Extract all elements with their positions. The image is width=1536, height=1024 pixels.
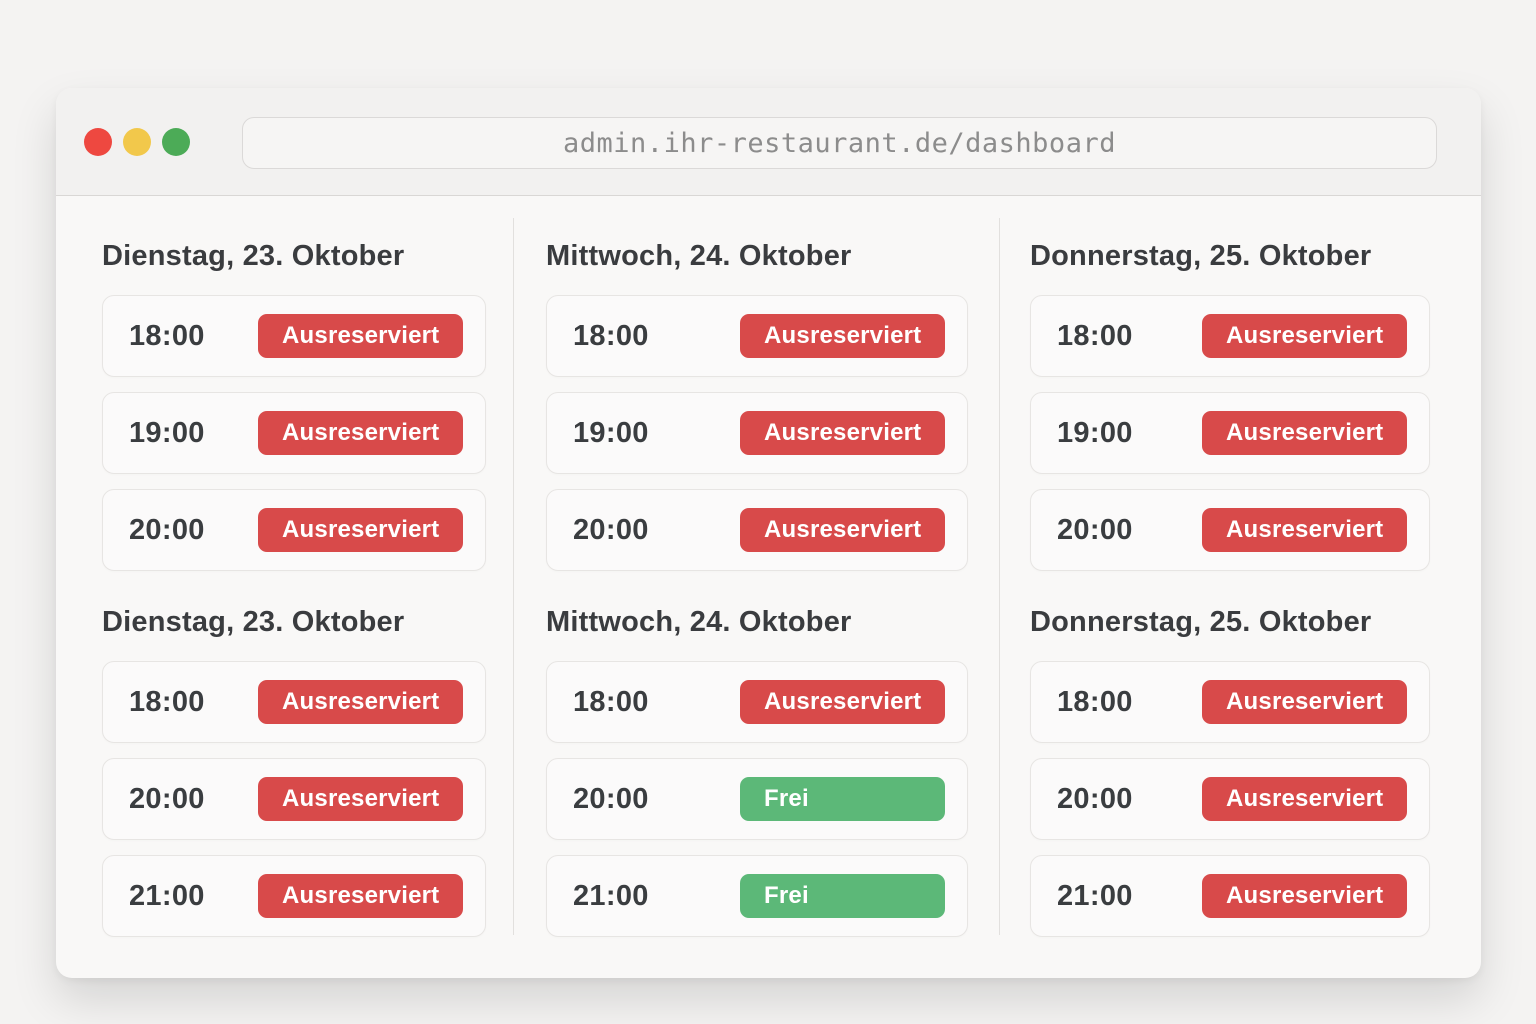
time-slot-row[interactable]: 21:00 Ausreserviert (102, 855, 486, 937)
browser-titlebar: admin.ihr-restaurant.de/dashboard (56, 88, 1481, 196)
time-slot-row[interactable]: 21:00 Frei (546, 855, 968, 937)
close-window-button[interactable] (84, 127, 112, 156)
time-slot-row[interactable]: 19:00 Ausreserviert (102, 392, 486, 474)
status-badge[interactable]: Ausreserviert (258, 314, 463, 358)
day-section: Dienstag, 23. Oktober 18:00 Ausreservier… (102, 605, 486, 937)
day-section: Dienstag, 23. Oktober 18:00 Ausreservier… (102, 239, 486, 571)
slot-time: 18:00 (1057, 685, 1133, 718)
day-heading: Dienstag, 23. Oktober (102, 240, 405, 272)
status-badge[interactable]: Ausreserviert (258, 777, 463, 821)
status-badge[interactable]: Frei (740, 874, 945, 918)
slot-time: 18:00 (573, 319, 649, 352)
time-slot-row[interactable]: 18:00 Ausreserviert (102, 295, 486, 377)
time-slot-row[interactable]: 18:00 Ausreserviert (102, 661, 486, 743)
address-bar[interactable]: admin.ihr-restaurant.de/dashboard (242, 117, 1437, 169)
status-badge[interactable]: Ausreserviert (1202, 314, 1407, 358)
status-badge[interactable]: Ausreserviert (1202, 411, 1407, 455)
time-slot-row[interactable]: 20:00 Ausreserviert (546, 489, 968, 571)
status-badge[interactable]: Ausreserviert (258, 411, 463, 455)
day-column-donnerstag: Donnerstag, 25. Oktober 18:00 Ausreservi… (999, 196, 1481, 977)
day-heading: Donnerstag, 25. Oktober (1030, 240, 1372, 272)
slot-time: 20:00 (129, 782, 205, 815)
time-slot-row[interactable]: 21:00 Ausreserviert (1030, 855, 1430, 937)
day-section: Donnerstag, 25. Oktober 18:00 Ausreservi… (1030, 239, 1430, 571)
day-section: Donnerstag, 25. Oktober 18:00 Ausreservi… (1030, 605, 1430, 937)
time-slot-row[interactable]: 19:00 Ausreserviert (1030, 392, 1430, 474)
day-column-dienstag: Dienstag, 23. Oktober 18:00 Ausreservier… (56, 196, 513, 977)
dashboard-content: Dienstag, 23. Oktober 18:00 Ausreservier… (56, 196, 1481, 977)
slot-time: 20:00 (1057, 782, 1133, 815)
traffic-lights (84, 127, 190, 156)
day-heading: Mittwoch, 24. Oktober (546, 240, 852, 272)
slot-time: 18:00 (573, 685, 649, 718)
day-heading: Mittwoch, 24. Oktober (546, 606, 852, 638)
slot-time: 20:00 (1057, 513, 1133, 546)
time-slot-row[interactable]: 19:00 Ausreserviert (546, 392, 968, 474)
slot-time: 19:00 (573, 416, 649, 449)
day-column-mittwoch: Mittwoch, 24. Oktober 18:00 Ausreservier… (513, 196, 999, 977)
status-badge[interactable]: Ausreserviert (258, 680, 463, 724)
slot-time: 21:00 (1057, 879, 1133, 912)
slot-time: 18:00 (1057, 319, 1133, 352)
status-badge[interactable]: Ausreserviert (1202, 680, 1407, 724)
time-slot-row[interactable]: 20:00 Ausreserviert (1030, 758, 1430, 840)
status-badge[interactable]: Ausreserviert (740, 508, 945, 552)
time-slot-row[interactable]: 20:00 Ausreserviert (102, 758, 486, 840)
time-slot-row[interactable]: 18:00 Ausreserviert (1030, 661, 1430, 743)
time-slot-row[interactable]: 18:00 Ausreserviert (1030, 295, 1430, 377)
status-badge[interactable]: Ausreserviert (740, 314, 945, 358)
status-badge[interactable]: Frei (740, 777, 945, 821)
slot-time: 21:00 (129, 879, 205, 912)
browser-window: admin.ihr-restaurant.de/dashboard Dienst… (56, 88, 1481, 978)
slot-time: 18:00 (129, 685, 205, 718)
day-heading: Dienstag, 23. Oktober (102, 606, 405, 638)
slot-time: 20:00 (573, 782, 649, 815)
zoom-window-button[interactable] (162, 127, 190, 156)
time-slot-row[interactable]: 20:00 Ausreserviert (1030, 489, 1430, 571)
time-slot-row[interactable]: 20:00 Ausreserviert (102, 489, 486, 571)
day-section: Mittwoch, 24. Oktober 18:00 Ausreservier… (546, 605, 968, 937)
slot-time: 19:00 (129, 416, 205, 449)
status-badge[interactable]: Ausreserviert (1202, 777, 1407, 821)
slot-time: 20:00 (573, 513, 649, 546)
status-badge[interactable]: Ausreserviert (740, 680, 945, 724)
day-heading: Donnerstag, 25. Oktober (1030, 606, 1372, 638)
slot-time: 19:00 (1057, 416, 1133, 449)
slot-time: 18:00 (129, 319, 205, 352)
status-badge[interactable]: Ausreserviert (740, 411, 945, 455)
status-badge[interactable]: Ausreserviert (258, 508, 463, 552)
status-badge[interactable]: Ausreserviert (1202, 508, 1407, 552)
time-slot-row[interactable]: 18:00 Ausreserviert (546, 661, 968, 743)
time-slot-row[interactable]: 18:00 Ausreserviert (546, 295, 968, 377)
slot-time: 21:00 (573, 879, 649, 912)
slot-time: 20:00 (129, 513, 205, 546)
status-badge[interactable]: Ausreserviert (1202, 874, 1407, 918)
status-badge[interactable]: Ausreserviert (258, 874, 463, 918)
time-slot-row[interactable]: 20:00 Frei (546, 758, 968, 840)
day-section: Mittwoch, 24. Oktober 18:00 Ausreservier… (546, 239, 968, 571)
minimize-window-button[interactable] (123, 127, 151, 156)
